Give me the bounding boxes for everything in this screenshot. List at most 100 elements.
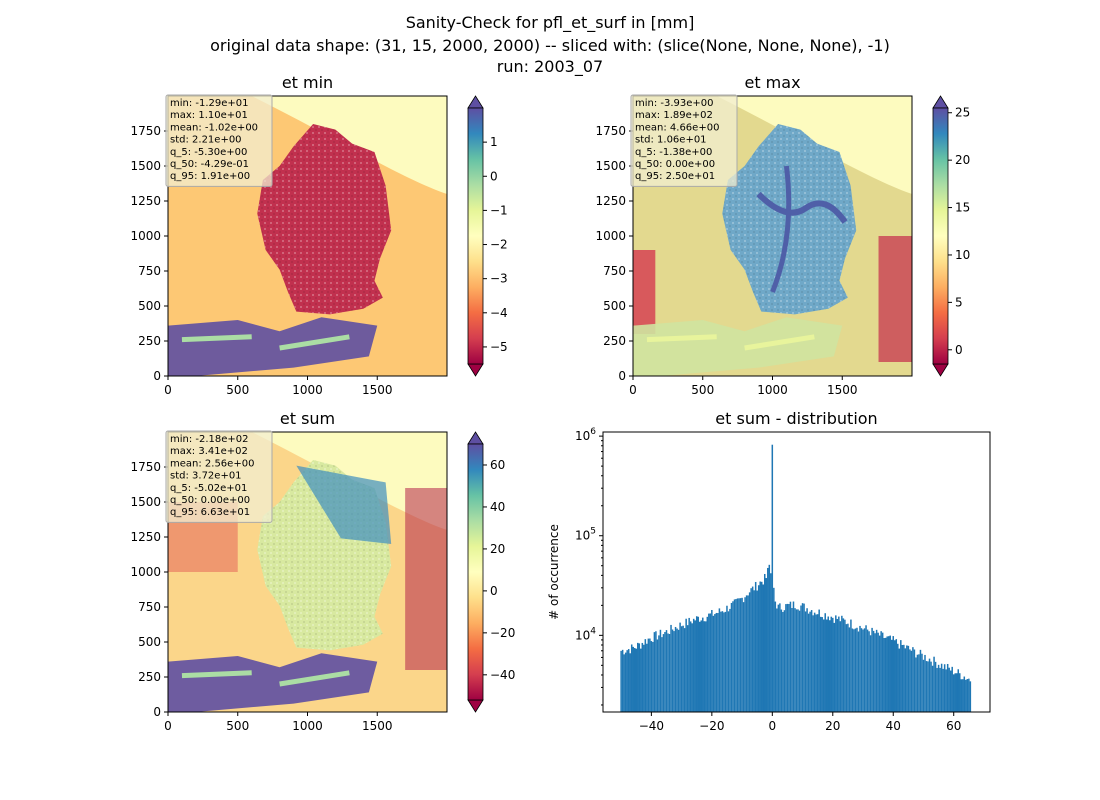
histogram-bar <box>838 616 840 712</box>
histogram-bar <box>871 627 873 712</box>
stats-line: q_95: 1.91e+00 <box>170 171 250 182</box>
y-tick-label: 104 <box>575 626 596 642</box>
y-tick-label: 500 <box>138 299 161 313</box>
histogram-bar <box>777 604 780 712</box>
histogram-bar <box>942 668 944 712</box>
x-tick-label: 40 <box>886 719 901 733</box>
histogram-bar <box>773 587 775 712</box>
histogram-bar <box>919 649 922 712</box>
histogram-bar <box>895 639 898 712</box>
histogram-bar <box>741 597 743 712</box>
x-tick-label: 0 <box>768 719 776 733</box>
histogram-bar <box>711 609 713 712</box>
histogram-bar <box>745 595 748 712</box>
colorbar-tick-label: −20 <box>490 626 515 640</box>
histogram-bar <box>694 620 696 712</box>
histogram-bar <box>788 603 790 712</box>
y-tick-label: 750 <box>138 264 161 278</box>
histogram-bar <box>662 634 665 712</box>
histogram-bar <box>695 616 698 712</box>
colorbar-tick-label: 10 <box>955 248 970 262</box>
x-tick-label: 500 <box>226 719 249 733</box>
x-tick-label: 1500 <box>362 719 393 733</box>
histogram-bar <box>640 648 642 712</box>
stats-line: max: 3.41e+02 <box>170 446 248 457</box>
histogram-bar <box>884 637 887 712</box>
histogram-bar <box>653 632 656 712</box>
histogram-bar <box>854 628 857 712</box>
histogram-bar <box>795 609 798 712</box>
histogram-bar <box>928 658 931 712</box>
histogram-bar <box>676 628 678 712</box>
x-tick-label: 20 <box>825 719 840 733</box>
histogram-bar <box>927 661 929 712</box>
histogram-bar <box>621 649 624 712</box>
histogram-bar <box>930 661 932 712</box>
histogram-bar <box>813 612 816 712</box>
histogram-bar <box>841 615 843 712</box>
histogram-bar <box>658 635 660 712</box>
histogram-bar <box>966 679 969 712</box>
figure-run-label: run: 2003_07 <box>496 57 604 76</box>
histogram-bar <box>759 581 761 712</box>
histogram-bar <box>620 650 622 712</box>
histogram-bar <box>765 578 768 712</box>
histogram-bar <box>786 603 789 712</box>
y-tick-label: 1000 <box>130 229 161 243</box>
histogram-bar <box>767 567 769 712</box>
histogram-bar <box>877 632 879 712</box>
colorbar-tick-label: 15 <box>955 201 970 215</box>
stats-line: std: 1.06e+01 <box>635 135 707 146</box>
stats-line: min: -2.18e+02 <box>170 434 249 445</box>
colorbar <box>932 107 949 365</box>
histogram-bar <box>965 679 967 712</box>
histogram-bar <box>726 605 728 712</box>
colorbar-tick-label: 25 <box>955 106 970 120</box>
map-country-texture <box>257 124 392 315</box>
y-tick-label: 1750 <box>130 124 161 138</box>
histogram-bar <box>756 590 758 712</box>
colorbar-tick-label: 0 <box>490 584 498 598</box>
histogram-bar <box>659 629 662 712</box>
histogram-bar <box>815 614 817 712</box>
y-tick-label: 105 <box>575 527 596 543</box>
histogram-bar <box>836 618 839 712</box>
x-tick-label: 1500 <box>827 383 858 397</box>
histogram-bar <box>744 597 746 712</box>
histogram-bar <box>717 613 719 712</box>
histogram-bar <box>682 625 684 712</box>
histogram-bar <box>751 586 754 712</box>
histogram-bar <box>697 616 699 712</box>
histogram-bar <box>856 627 858 712</box>
stats-line: max: 1.89e+02 <box>635 110 713 121</box>
histogram-bar <box>798 610 801 712</box>
histogram-bar <box>922 659 925 712</box>
histogram-bar <box>945 669 947 712</box>
histogram-bar <box>646 643 648 712</box>
histogram-bar <box>835 615 837 712</box>
stats-line: max: 1.10e+01 <box>170 110 248 121</box>
heatmap-panel-et-sum: 0 500 1000 1500 0 250 500 750 1000 1250 1500 1750 et… <box>130 409 515 733</box>
histogram-bar <box>632 646 634 712</box>
figure-subtitle: original data shape: (31, 15, 2000, 2000… <box>210 36 890 55</box>
y-tick-label: 250 <box>138 334 161 348</box>
histogram-bar <box>913 649 916 712</box>
y-tick-label: 1250 <box>130 530 161 544</box>
colorbar-tick-label: 40 <box>490 500 505 514</box>
histogram-bar <box>819 616 822 712</box>
histogram-bar <box>872 630 875 712</box>
histogram-bar <box>869 635 872 712</box>
histogram-bar <box>683 628 686 712</box>
histogram-bar <box>851 628 854 712</box>
stats-line: std: 3.72e+01 <box>170 471 242 482</box>
histogram-bar <box>807 613 810 712</box>
histogram-bar <box>862 629 864 712</box>
colorbar-tick-label: −5 <box>490 340 508 354</box>
y-tick-label: 1250 <box>130 194 161 208</box>
histogram-bar <box>860 628 863 712</box>
histogram-bar <box>757 585 760 712</box>
histogram-bar <box>763 573 766 712</box>
stats-line: q_95: 6.63e+01 <box>170 507 250 518</box>
colorbar <box>467 443 484 701</box>
stats-box <box>165 94 273 187</box>
